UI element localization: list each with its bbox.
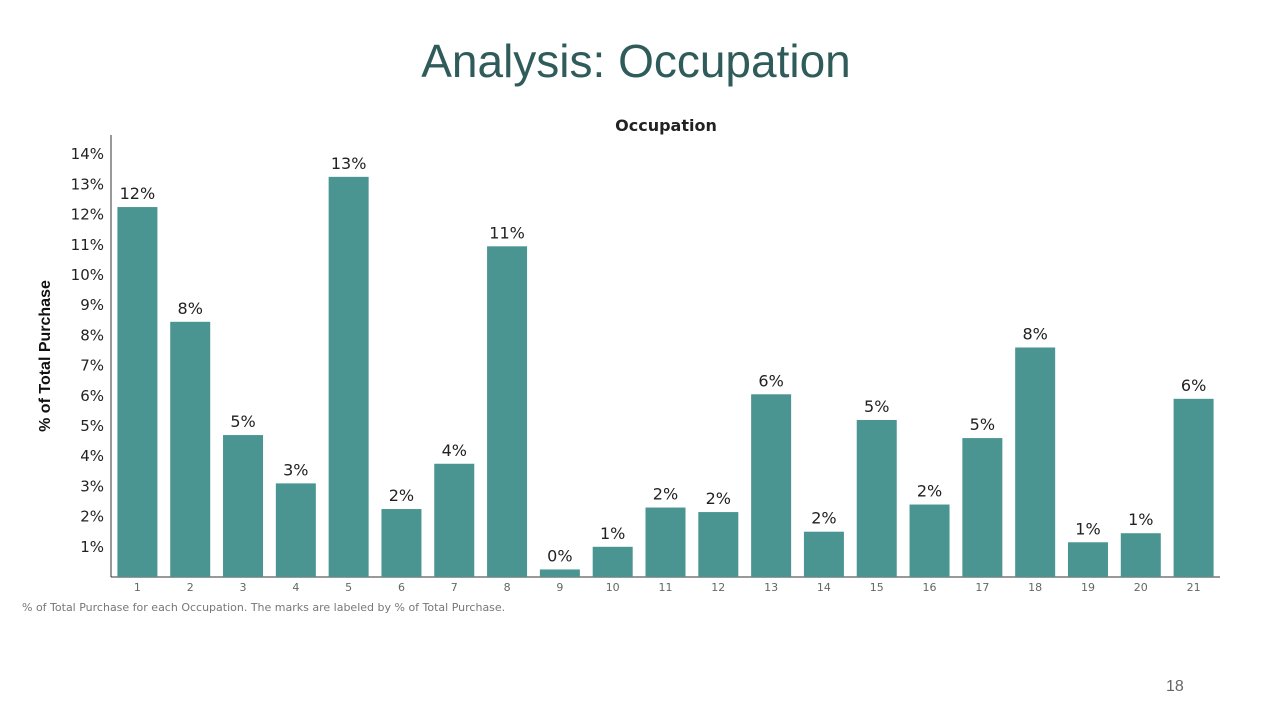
y-tick-label: 11% (71, 236, 104, 254)
y-tick-label: 1% (80, 538, 104, 556)
y-ticks: 1% 2% 3% 4% 5% 6% 7% 8% 9% 10% 11% 12% 13% 14% (71, 145, 104, 556)
x-tick-label: 17 (975, 581, 989, 594)
x-tick-label: 11 (659, 581, 673, 594)
y-tick-label: 6% (80, 387, 104, 405)
bar-data-label: 2% (811, 509, 836, 528)
x-tick-label: 4 (292, 581, 299, 594)
y-tick-label: 4% (80, 447, 104, 465)
x-tick-label: 14 (817, 581, 831, 594)
slide-title: Analysis: Occupation (421, 35, 851, 87)
bar-data-label: 1% (1075, 519, 1100, 538)
y-tick-label: 3% (80, 477, 104, 495)
bar-data-label: 6% (1181, 376, 1206, 395)
x-tick-label: 13 (764, 581, 778, 594)
bars (117, 176, 1214, 578)
x-tick-label: 21 (1187, 581, 1201, 594)
x-tick-label: 1 (134, 581, 141, 594)
bar-data-label: 5% (970, 415, 995, 434)
bar-data-label: 6% (758, 371, 783, 390)
bar (1067, 542, 1108, 577)
bar-data-label: 3% (283, 460, 308, 479)
y-tick-label: 13% (71, 175, 104, 193)
bar-data-label: 2% (389, 486, 414, 505)
x-ticks: 1 2 3 4 5 6 7 8 9 10 11 12 13 14 15 16 17 18 19 20 21 (134, 581, 1201, 594)
y-tick-label: 8% (80, 326, 104, 344)
bar (962, 438, 1003, 577)
x-tick-label: 20 (1134, 581, 1148, 594)
bar (117, 207, 158, 578)
bar (1173, 398, 1214, 577)
y-axis-label: % of Total Purchase (37, 280, 54, 432)
page-number: 18 (1166, 678, 1184, 695)
bar (803, 531, 844, 577)
bar (1015, 347, 1056, 577)
bar-data-label: 13% (331, 154, 367, 173)
bar-data-label: 1% (1128, 510, 1153, 529)
bar (275, 483, 316, 577)
bar (909, 504, 950, 577)
bar-data-label: 8% (178, 299, 203, 318)
x-tick-label: 15 (870, 581, 884, 594)
bar-data-label: 1% (600, 524, 625, 543)
bar (328, 176, 369, 577)
y-tick-label: 10% (71, 266, 104, 284)
y-tick-label: 12% (71, 206, 104, 224)
bar (751, 394, 792, 577)
bar (698, 512, 739, 577)
x-tick-label: 18 (1028, 581, 1042, 594)
x-tick-label: 9 (556, 581, 563, 594)
data-labels: 12% 8% 5% 3% 13% 2% 4% 11% 0% 1% 2% 2% 6% 2% 5% 2% 5% 8% 1… (120, 154, 1207, 566)
bar (381, 509, 422, 577)
bar (592, 546, 633, 577)
bar (539, 569, 580, 577)
x-tick-label: 6 (398, 581, 405, 594)
chart-title: Occupation (615, 116, 717, 135)
y-tick-label: 5% (80, 417, 104, 435)
bar-data-label: 5% (230, 412, 255, 431)
bar (487, 246, 528, 577)
x-tick-label: 5 (345, 581, 352, 594)
bar (1120, 533, 1161, 577)
bar (434, 463, 475, 577)
occupation-bar-chart: Occupation % of Total Purchase 1% 2% 3% 4% 5… (37, 116, 1220, 594)
bar-data-label: 5% (864, 397, 889, 416)
bar-data-label: 8% (1022, 324, 1047, 343)
bar (223, 435, 264, 577)
chart-caption: % of Total Purchase for each Occupation.… (22, 601, 506, 614)
x-tick-label: 8 (504, 581, 511, 594)
bar-data-label: 0% (547, 546, 572, 565)
x-tick-label: 10 (606, 581, 620, 594)
bar (645, 507, 686, 577)
x-tick-label: 2 (187, 581, 194, 594)
y-tick-label: 14% (71, 145, 104, 163)
x-tick-label: 3 (240, 581, 247, 594)
y-tick-label: 9% (80, 296, 104, 314)
x-tick-label: 7 (451, 581, 458, 594)
bar-data-label: 2% (917, 482, 942, 501)
y-tick-label: 2% (80, 508, 104, 526)
bar-data-label: 2% (706, 489, 731, 508)
x-tick-label: 19 (1081, 581, 1095, 594)
x-tick-label: 16 (923, 581, 937, 594)
bar (170, 321, 211, 577)
bar-data-label: 12% (120, 184, 156, 203)
y-tick-label: 7% (80, 357, 104, 375)
x-tick-label: 12 (711, 581, 725, 594)
bar-data-label: 4% (442, 441, 467, 460)
bar-data-label: 2% (653, 485, 678, 504)
bar-data-label: 11% (489, 223, 525, 242)
bar (856, 419, 897, 577)
